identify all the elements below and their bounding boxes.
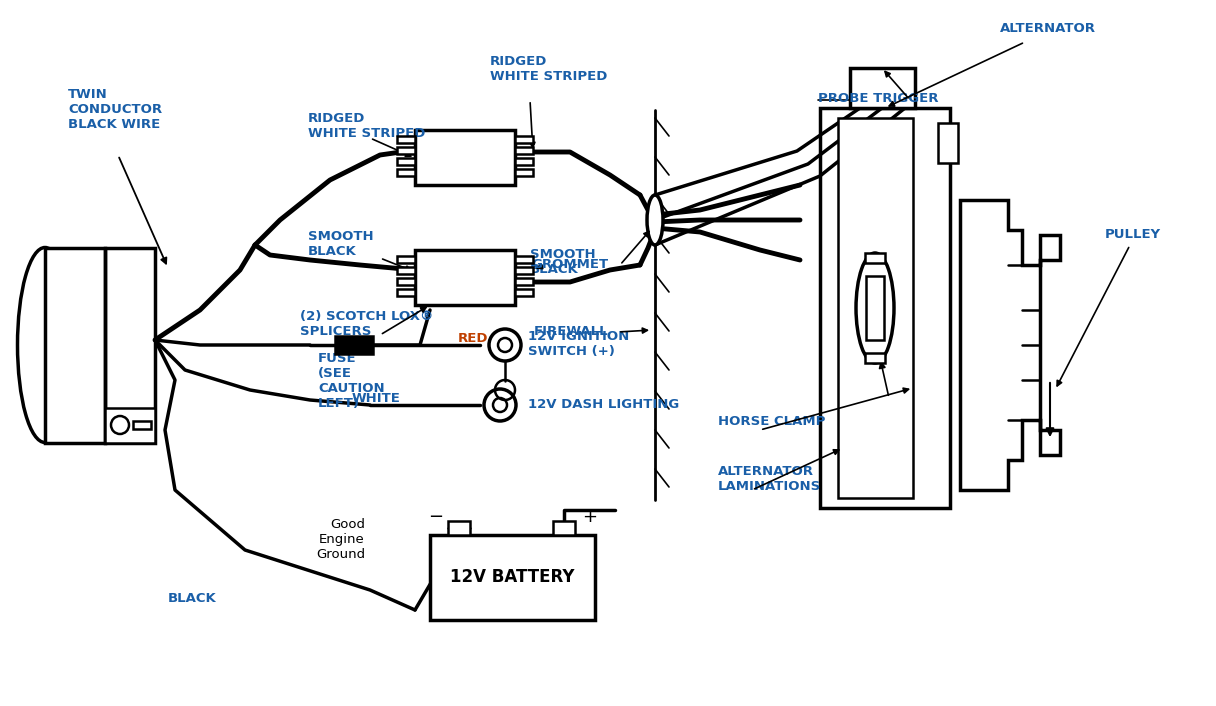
Bar — [553, 521, 575, 535]
Bar — [105, 408, 154, 443]
Bar — [105, 248, 154, 443]
Bar — [415, 250, 516, 305]
Text: SMOOTH
BLACK: SMOOTH BLACK — [308, 230, 373, 258]
Bar — [865, 353, 885, 363]
Text: FIREWALL: FIREWALL — [534, 325, 608, 338]
Bar — [938, 123, 958, 163]
Bar — [866, 276, 884, 340]
Bar — [838, 118, 913, 498]
Ellipse shape — [647, 195, 663, 245]
Bar — [820, 108, 950, 508]
Text: Good
Engine
Ground: Good Engine Ground — [316, 518, 365, 561]
Text: WHITE: WHITE — [351, 392, 401, 405]
Bar — [516, 278, 533, 285]
Ellipse shape — [856, 253, 894, 363]
Ellipse shape — [17, 248, 73, 443]
Text: +: + — [582, 508, 597, 526]
Text: BLACK: BLACK — [168, 592, 216, 604]
Bar — [516, 136, 533, 143]
Polygon shape — [959, 200, 1060, 490]
Text: 12V DASH LIGHTING: 12V DASH LIGHTING — [528, 398, 680, 411]
Text: 12V IGNITION
SWITCH (+): 12V IGNITION SWITCH (+) — [528, 330, 629, 358]
Text: (2) SCOTCH LOX®
SPLICERS: (2) SCOTCH LOX® SPLICERS — [300, 310, 433, 338]
Bar — [396, 136, 415, 143]
Text: −: − — [428, 508, 444, 526]
Text: RED: RED — [458, 332, 489, 345]
Bar — [516, 289, 533, 296]
Bar — [396, 147, 415, 154]
Text: ALTERNATOR
LAMINATIONS: ALTERNATOR LAMINATIONS — [717, 465, 821, 493]
Text: TWIN
CONDUCTOR
BLACK WIRE: TWIN CONDUCTOR BLACK WIRE — [68, 88, 162, 131]
Bar — [45, 248, 150, 443]
Circle shape — [484, 389, 516, 421]
Text: GROMMET: GROMMET — [531, 258, 608, 271]
Bar — [396, 169, 415, 176]
Text: HORSE CLAMP: HORSE CLAMP — [717, 415, 826, 428]
Text: RIDGED
WHITE STRIPED: RIDGED WHITE STRIPED — [308, 112, 426, 140]
Bar — [396, 289, 415, 296]
Bar — [516, 267, 533, 274]
Bar — [516, 169, 533, 176]
Circle shape — [489, 329, 520, 361]
Bar — [516, 158, 533, 165]
Text: ALTERNATOR: ALTERNATOR — [1000, 22, 1096, 35]
Bar — [850, 68, 914, 108]
Bar — [396, 278, 415, 285]
Bar — [865, 253, 885, 263]
Bar — [334, 336, 373, 354]
Text: RIDGED
WHITE STRIPED: RIDGED WHITE STRIPED — [490, 55, 607, 83]
Bar — [516, 147, 533, 154]
Text: PROBE TRIGGER: PROBE TRIGGER — [818, 92, 939, 104]
Text: SMOOTH
BLACK: SMOOTH BLACK — [530, 248, 596, 276]
Text: PULLEY: PULLEY — [1105, 229, 1161, 241]
Bar — [133, 421, 151, 429]
Text: FUSE
(SEE
CAUTION
LEFT): FUSE (SEE CAUTION LEFT) — [319, 352, 384, 410]
Bar — [447, 521, 471, 535]
Bar — [396, 256, 415, 263]
Bar — [396, 267, 415, 274]
Text: 12V BATTERY: 12V BATTERY — [450, 568, 575, 587]
Bar — [415, 130, 516, 185]
Bar — [430, 535, 595, 620]
Bar — [516, 256, 533, 263]
Bar — [45, 248, 105, 443]
Bar — [396, 158, 415, 165]
